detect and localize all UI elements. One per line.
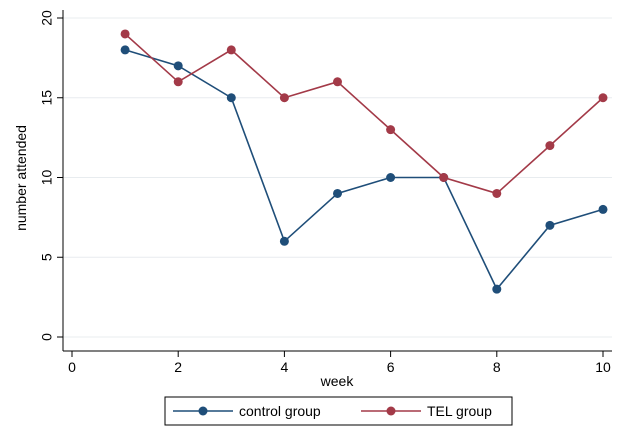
y-axis-ticks: 0 5 10 15 20	[39, 10, 63, 341]
legend: control group TEL group	[164, 396, 513, 426]
y-tick-label: 10	[39, 170, 55, 186]
data-point	[173, 61, 183, 71]
series-tel-group	[120, 29, 608, 198]
y-tick-label: 15	[39, 90, 55, 106]
data-point	[279, 236, 289, 246]
x-tick-label: 4	[281, 359, 289, 375]
data-point	[598, 204, 608, 214]
legend-item: TEL group	[361, 403, 492, 419]
data-point	[492, 284, 502, 294]
x-axis-ticks: 0 2 4 6 8 10	[68, 351, 611, 375]
x-tick-label: 0	[68, 359, 76, 375]
series-line	[124, 33, 604, 195]
data-point	[386, 173, 396, 182]
data-point	[120, 29, 130, 39]
y-axis-title: number attended	[13, 125, 29, 231]
legend-swatch-marker	[198, 406, 208, 416]
y-tick-label: 5	[39, 253, 55, 261]
legend-label: control group	[239, 403, 321, 419]
plot-area	[63, 10, 612, 351]
legend-swatch-marker	[386, 406, 396, 416]
grid-lines	[63, 17, 612, 338]
x-tick-label: 6	[387, 359, 395, 375]
series-line	[124, 49, 604, 291]
data-point	[492, 188, 502, 198]
data-point	[226, 45, 236, 55]
data-point	[333, 77, 342, 87]
series-layer	[120, 29, 608, 294]
y-tick-label: 0	[39, 333, 55, 341]
legend-items: control group TEL group	[173, 403, 492, 419]
data-point	[279, 93, 289, 103]
data-point	[545, 141, 555, 151]
data-point	[226, 93, 236, 103]
y-tick-label: 20	[39, 10, 55, 26]
data-point	[598, 93, 608, 103]
data-point	[120, 45, 130, 55]
x-tick-label: 2	[174, 359, 182, 375]
legend-item: control group	[173, 403, 321, 419]
data-point	[333, 188, 342, 198]
x-axis-title: week	[320, 373, 355, 389]
x-tick-label: 10	[595, 359, 611, 375]
data-point	[439, 173, 449, 182]
legend-label: TEL group	[427, 403, 492, 419]
x-tick-label: 8	[493, 359, 501, 375]
data-point	[173, 77, 183, 87]
data-point	[545, 220, 555, 230]
data-point	[386, 125, 396, 135]
